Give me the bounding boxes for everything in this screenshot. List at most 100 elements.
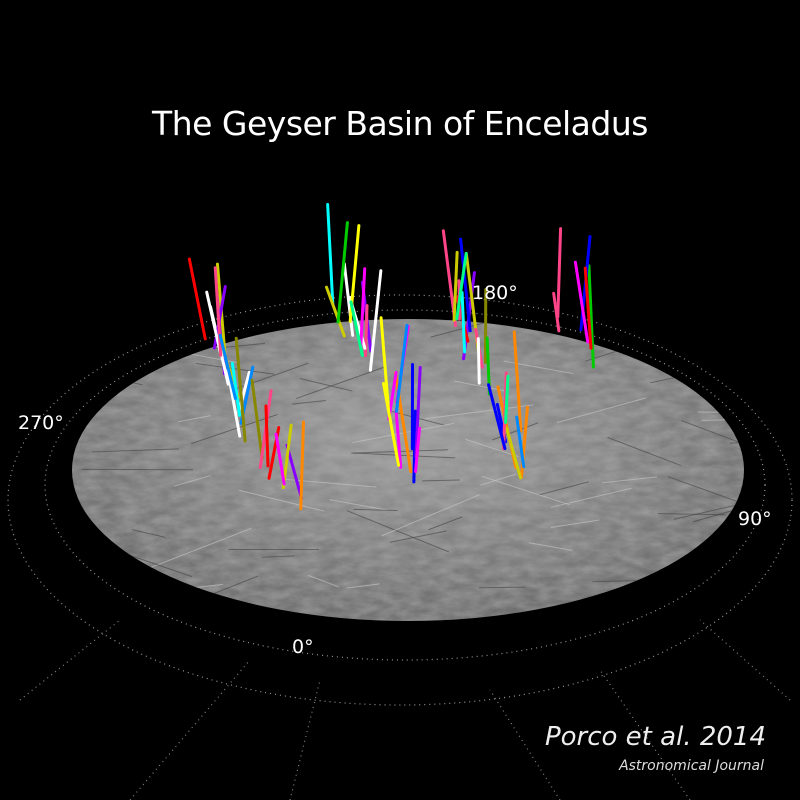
surface-fracture [352,422,454,444]
geyser-jet [587,264,595,369]
credit-authors: Porco et al. 2014 [544,722,766,752]
latitude-longitude-grid [7,294,793,800]
geyser-jet [324,285,346,338]
surface-fracture [178,415,211,423]
grid-meridian [19,619,121,701]
surface-fracture [479,586,526,589]
surface-fracture [91,448,179,453]
grid-meridian [129,659,251,800]
grid-meridian [489,689,561,800]
geyser-jet [414,365,422,458]
surface-fracture [528,542,573,551]
surface-fracture [122,321,174,331]
surface-fracture [329,499,388,511]
geyser-jet [336,221,349,324]
surface-fracture [308,574,340,588]
surface-fracture [492,422,538,441]
geyser-jet [368,269,383,372]
geyser-jet [515,415,526,469]
figure-title: The Geyser Basin of Enceladus [152,104,648,143]
geyser-jet [274,432,286,486]
surface-fracture [680,419,744,463]
surface-fracture [692,340,744,354]
geyser-jet [476,337,481,385]
label-270: 270° [18,412,64,434]
surface-fracture [389,530,447,543]
surface-fracture [729,440,744,444]
geyser-jet [299,420,305,511]
geyser-jet [583,266,593,350]
surface-fracture [725,397,744,420]
surface-fracture [143,527,252,571]
grid-ring [44,309,766,661]
surface-fracture [673,494,744,520]
surface-fracture [115,610,208,621]
surface-fracture [173,474,212,487]
surface-fracture [190,413,278,445]
geyser-jet [285,443,303,500]
geyser-jet [230,361,242,417]
geyser-jet [264,404,270,468]
surface-fracture [592,580,637,583]
credit-journal: Astronomical Journal [619,758,764,774]
geyser-jet [455,251,468,321]
geyser-jet [349,300,364,357]
surface-fracture [424,404,534,420]
surface-fracture [538,481,589,496]
geyser-jet [281,423,293,490]
geyser-jets [187,202,595,511]
geyser-jet [237,370,251,414]
surface-fracture [601,476,658,484]
surface-fracture [346,583,380,589]
geyser-jet [512,330,523,433]
grid-ring [7,294,793,706]
geyser-jet [205,290,222,355]
surface-fracture [381,494,480,537]
geyser-jet [326,202,335,306]
surface-fracture [346,510,449,553]
surface-map [72,319,744,621]
geyser-jet [460,291,467,354]
geyser-jet [187,257,207,341]
surface-fracture [299,378,353,392]
surface-fracture [231,362,309,391]
label-0: 0° [292,636,314,658]
geyser-jet [412,409,417,484]
surface-fracture [239,489,325,512]
surface-fracture [282,478,377,488]
surface-fracture [697,617,731,621]
geyser-jet [379,316,390,411]
surface-fracture [422,479,460,482]
geyser-jet [342,262,355,337]
surface-fracture [481,475,570,506]
geyser-jet [250,378,264,460]
surface-fracture [465,438,519,458]
surface-fracture [667,476,744,507]
geyser-jet [552,291,561,333]
surface-fracture [722,412,744,421]
geyser-jet [359,267,367,349]
surface-fracture [480,473,517,486]
label-90: 90° [738,508,772,530]
geyser-jet [213,266,223,357]
surface-fracture [428,516,463,531]
surface-fracture [701,417,744,422]
surface-fracture [353,452,456,459]
surface-fracture [584,326,692,362]
grid-meridian [699,619,791,701]
geyser-jet [556,227,563,319]
geyser-jet [394,323,409,413]
geyser-jet [414,426,422,474]
geyser-jet [218,333,237,400]
geyser-jet [452,250,459,322]
geyser-jet [504,374,510,424]
surface-fracture [550,487,632,508]
surface-fracture [556,397,647,424]
geyser-jet [394,409,403,469]
surface-fracture [607,436,681,466]
surface-fracture [296,365,387,399]
geyser-jet [459,237,472,333]
surface-fracture [292,399,326,405]
